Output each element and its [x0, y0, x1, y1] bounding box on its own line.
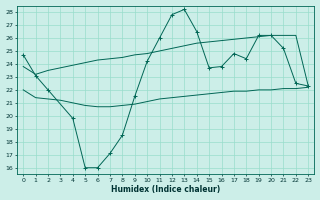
X-axis label: Humidex (Indice chaleur): Humidex (Indice chaleur) [111, 185, 220, 194]
